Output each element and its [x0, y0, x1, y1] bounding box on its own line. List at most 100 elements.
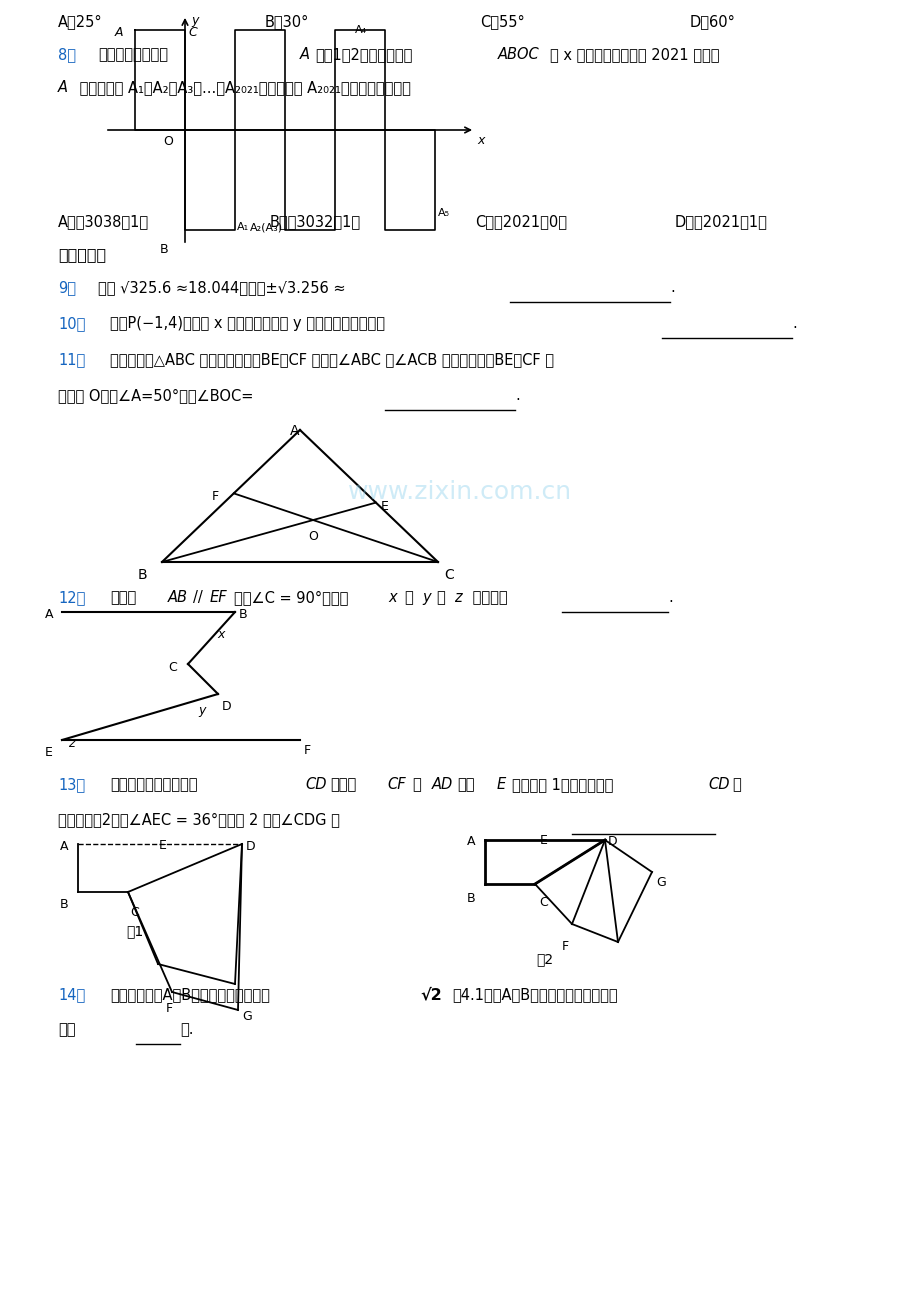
Text: 12．: 12．	[58, 590, 85, 605]
Text: A: A	[467, 835, 475, 848]
Text: D: D	[221, 700, 232, 713]
Text: z: z	[453, 590, 461, 605]
Text: A: A	[115, 26, 123, 39]
Text: A．25°: A．25°	[58, 14, 103, 29]
Text: G: G	[655, 876, 665, 889]
Text: A: A	[300, 47, 310, 62]
Text: 如图所示，已知点: 如图所示，已知点	[98, 47, 168, 62]
Text: 的关系式: 的关系式	[468, 590, 507, 605]
Text: 二、填空题: 二、填空题	[58, 247, 106, 262]
Text: 图1: 图1	[126, 924, 143, 937]
Text: D．（2021，1）: D．（2021，1）	[675, 214, 767, 229]
Text: 和4.1，则A，B两点之间表示整数的点: 和4.1，则A，B两点之间表示整数的点	[451, 987, 617, 1003]
Text: D: D	[607, 835, 617, 848]
Text: 交于点 O，若∠A=50°，则∠BOC=: 交于点 O，若∠A=50°，则∠BOC=	[58, 388, 253, 404]
Text: 折: 折	[732, 777, 740, 792]
Text: 如图，: 如图，	[110, 590, 136, 605]
Text: （－1，2），将长方形: （－1，2），将长方形	[314, 47, 412, 62]
Text: 11．: 11．	[58, 352, 85, 367]
Text: E: E	[45, 746, 52, 759]
Text: F: F	[211, 491, 219, 504]
Text: C: C	[444, 568, 453, 582]
Text: F: F	[165, 1003, 173, 1016]
Text: ，: ，	[436, 590, 444, 605]
Text: A: A	[289, 424, 300, 437]
Text: C: C	[539, 896, 547, 909]
Text: 8．: 8．	[58, 47, 76, 62]
Text: ，设∠C = 90°，那么: ，设∠C = 90°，那么	[233, 590, 348, 605]
Text: O: O	[163, 135, 173, 148]
Text: B．30°: B．30°	[265, 14, 309, 29]
Text: CD: CD	[305, 777, 326, 792]
Text: AB: AB	[168, 590, 187, 605]
Text: 折叠，: 折叠，	[330, 777, 356, 792]
Text: A: A	[58, 79, 68, 95]
Text: A₄: A₄	[355, 25, 367, 35]
Text: 于点: 于点	[457, 777, 474, 792]
Text: C．（2021，0）: C．（2021，0）	[474, 214, 566, 229]
Text: z: z	[68, 737, 74, 750]
Text: ，: ，	[403, 590, 413, 605]
Text: B: B	[60, 898, 69, 911]
Text: 交: 交	[412, 777, 420, 792]
Text: A: A	[45, 608, 53, 621]
Text: E: E	[159, 838, 166, 852]
Text: A₁: A₁	[237, 223, 249, 232]
Text: .: .	[791, 316, 796, 331]
Text: 将点P(−1,4)先关于 x 轴对称，再关于 y 轴对称的点的坐标为: 将点P(−1,4)先关于 x 轴对称，再关于 y 轴对称的点的坐标为	[110, 316, 384, 331]
Text: B．（3032，1）: B．（3032，1）	[269, 214, 361, 229]
Text: √2: √2	[420, 987, 441, 1003]
Text: .: .	[515, 388, 519, 404]
Text: 如图，将长方形纸片沿: 如图，将长方形纸片沿	[110, 777, 198, 792]
Text: 图2: 图2	[536, 952, 553, 966]
Text: E: E	[496, 777, 505, 792]
Text: F: F	[562, 940, 569, 953]
Text: .: .	[669, 280, 674, 296]
Text: AD: AD	[432, 777, 453, 792]
Text: C: C	[130, 906, 139, 919]
Text: EF: EF	[210, 590, 227, 605]
Text: F: F	[303, 743, 311, 756]
Text: D．60°: D．60°	[689, 14, 735, 29]
Text: 10．: 10．	[58, 316, 85, 331]
Text: A₅: A₅	[437, 208, 449, 217]
Text: 依次落在点 A₁，A₂，A₃，...，A₂₀₂₁的位置，则 A₂₀₂₁的坐标是（　　）: 依次落在点 A₁，A₂，A₃，...，A₂₀₂₁的位置，则 A₂₀₂₁的坐标是（…	[75, 79, 411, 95]
Text: O: O	[308, 530, 318, 543]
Text: D: D	[245, 840, 255, 853]
Text: B: B	[138, 568, 147, 582]
Text: www.zixin.com.cn: www.zixin.com.cn	[347, 480, 572, 504]
Text: G: G	[242, 1010, 252, 1023]
Text: E: E	[380, 500, 389, 513]
Text: 沿 x 轴正方向连续翻转 2021 次，点: 沿 x 轴正方向连续翻转 2021 次，点	[550, 47, 719, 62]
Text: A₂(A₃): A₂(A₃)	[250, 223, 283, 232]
Text: 14．: 14．	[58, 987, 85, 1003]
Text: y: y	[422, 590, 430, 605]
Text: 叠．得到图2，若∠AEC = 36°，则图 2 中的∠CDG 为: 叠．得到图2，若∠AEC = 36°，则图 2 中的∠CDG 为	[58, 812, 339, 827]
Text: 如图，数轴上A，B两点表示的数分别为: 如图，数轴上A，B两点表示的数分别为	[110, 987, 269, 1003]
Text: A: A	[60, 840, 68, 853]
Text: y: y	[198, 704, 205, 717]
Text: B: B	[467, 892, 475, 905]
Text: x: x	[217, 628, 224, 641]
Text: 9．: 9．	[58, 280, 76, 296]
Text: 13．: 13．	[58, 777, 85, 792]
Text: x: x	[388, 590, 396, 605]
Text: CF: CF	[387, 777, 405, 792]
Text: A．（3038，1）: A．（3038，1）	[58, 214, 149, 229]
Text: ，得到图 1，再将纸片沿: ，得到图 1，再将纸片沿	[512, 777, 613, 792]
Text: //: //	[193, 590, 202, 605]
Text: C．55°: C．55°	[480, 14, 524, 29]
Text: y: y	[191, 14, 199, 27]
Text: C: C	[168, 661, 176, 674]
Text: E: E	[539, 835, 548, 848]
Text: B: B	[160, 243, 168, 256]
Text: x: x	[477, 134, 484, 147]
Text: .: .	[667, 590, 672, 605]
Text: 共有: 共有	[58, 1022, 75, 1036]
Text: C: C	[187, 26, 197, 39]
Text: 个.: 个.	[180, 1022, 193, 1036]
Text: B: B	[239, 608, 247, 621]
Text: 如图，已知△ABC 是锐角三角形，BE、CF 分别为∠ABC 与∠ACB 的角平分线，BE、CF 相: 如图，已知△ABC 是锐角三角形，BE、CF 分别为∠ABC 与∠ACB 的角平…	[110, 352, 553, 367]
Text: 已知 √325.6 ≈18.044，那么±√3.256 ≈: 已知 √325.6 ≈18.044，那么±√3.256 ≈	[98, 280, 346, 296]
Text: ABOC: ABOC	[497, 47, 539, 62]
